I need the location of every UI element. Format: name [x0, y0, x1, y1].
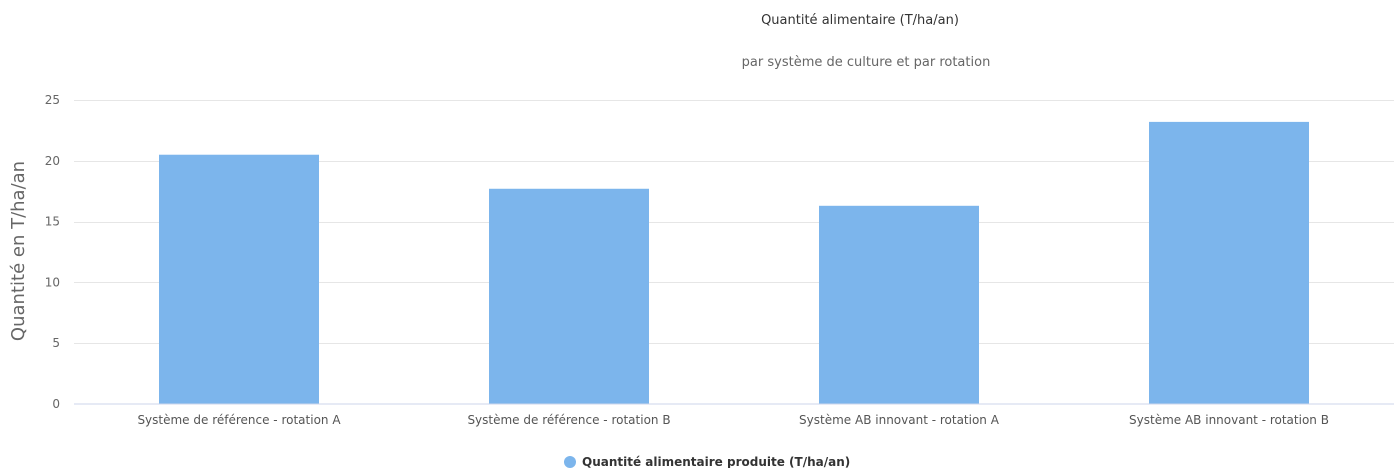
x-tick-label: Système AB innovant - rotation A: [799, 413, 1000, 427]
y-tick-label: 25: [45, 93, 60, 107]
chart-title: Quantité alimentaire (T/ha/an): [761, 13, 959, 28]
chart-subtitle: par système de culture et par rotation: [742, 55, 991, 70]
bar[interactable]: [819, 205, 979, 404]
y-tick-label: 5: [52, 336, 60, 350]
legend[interactable]: Quantité alimentaire produite (T/ha/an): [564, 455, 850, 468]
legend-item-label[interactable]: Quantité alimentaire produite (T/ha/an): [582, 455, 850, 468]
y-tick-label: 0: [52, 397, 60, 411]
y-tick-label: 20: [45, 154, 60, 168]
y-axis-tick-labels: 0 5 10 15 20 25: [45, 93, 60, 411]
y-axis-label: Quantité en T/ha/an: [8, 161, 29, 341]
x-tick-label: Système de référence - rotation A: [137, 413, 341, 427]
y-tick-label: 10: [45, 275, 60, 289]
x-tick-label: Système AB innovant - rotation B: [1129, 413, 1329, 427]
x-tick-label: Système de référence - rotation B: [467, 413, 670, 427]
y-tick-label: 15: [45, 215, 60, 229]
bar[interactable]: [489, 188, 649, 404]
legend-marker: [564, 456, 576, 468]
bar-series: [159, 121, 1309, 404]
bar[interactable]: [1149, 121, 1309, 404]
bar[interactable]: [159, 154, 319, 404]
x-axis-category-labels: Système de référence - rotation A Système…: [137, 413, 1329, 427]
